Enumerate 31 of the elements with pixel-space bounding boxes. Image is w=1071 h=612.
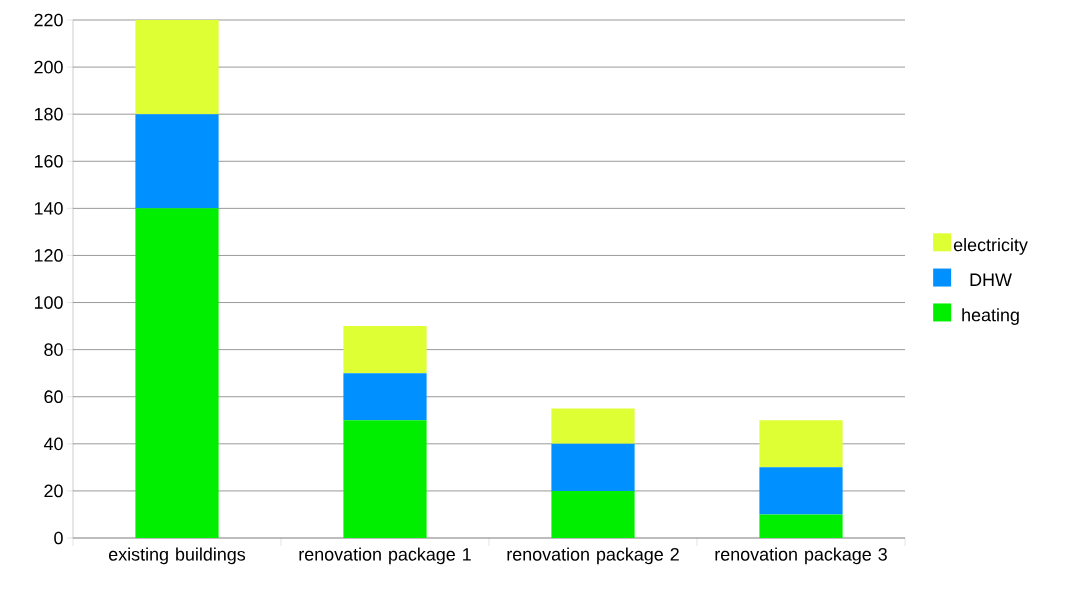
y-tick-label: 160 bbox=[34, 154, 63, 168]
bar bbox=[551, 408, 635, 444]
bar bbox=[135, 114, 219, 209]
x-tick-label: renovation package 3 bbox=[715, 547, 887, 565]
bar bbox=[343, 420, 427, 538]
bar bbox=[551, 443, 635, 491]
bar bbox=[759, 514, 843, 538]
x-tick-label: renovation package 2 bbox=[507, 547, 679, 565]
x-tick-label: existing buildings bbox=[108, 547, 246, 565]
y-tick-label: 40 bbox=[43, 437, 63, 451]
y-tick-label: 20 bbox=[44, 484, 63, 498]
y-tick-label: 100 bbox=[34, 296, 63, 309]
bar bbox=[551, 490, 635, 538]
bar bbox=[135, 19, 219, 115]
y-tick-label: 140 bbox=[34, 202, 63, 215]
y-tick-label: 80 bbox=[44, 343, 63, 356]
y-tick-label: 220 bbox=[34, 13, 63, 27]
legend-label: heating bbox=[962, 308, 1019, 325]
bar bbox=[343, 326, 427, 374]
y-tick-label: 0 bbox=[54, 531, 63, 545]
y-tick-label: 120 bbox=[34, 249, 63, 262]
y-tick-label: 180 bbox=[34, 107, 63, 121]
bar bbox=[759, 420, 843, 468]
legend-label: DHW bbox=[970, 273, 1012, 286]
y-tick-label: 60 bbox=[44, 390, 63, 404]
bar bbox=[759, 467, 843, 515]
legend-label: electricity bbox=[953, 238, 1028, 255]
y-tick-label: 200 bbox=[34, 60, 63, 74]
x-tick-label: renovation package 1 bbox=[299, 547, 471, 565]
bar bbox=[135, 208, 219, 538]
bar bbox=[343, 373, 427, 421]
